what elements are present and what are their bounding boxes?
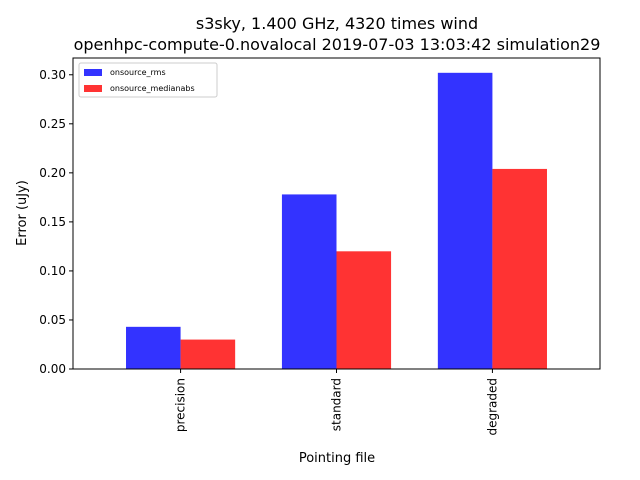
y-axis: 0.00 0.05 0.10 0.15 0.20 0.25 0.30 <box>39 68 73 376</box>
y-tick-label: 0.25 <box>39 117 66 131</box>
x-axis-label: Pointing file <box>299 451 375 466</box>
bar-onsource_rms-standard <box>281 194 337 369</box>
y-tick-label: 0.20 <box>39 166 66 180</box>
x-tick-label-standard: standard <box>330 378 344 431</box>
legend-swatch-onsource_rms <box>84 69 102 76</box>
chart-title-line2: openhpc-compute-0.novalocal 2019-07-03 1… <box>74 35 601 54</box>
y-tick-label: 0.15 <box>39 215 66 229</box>
x-tick-label-degraded: degraded <box>485 378 499 436</box>
legend-box <box>78 62 218 98</box>
legend-swatch-onsource_medianabs <box>84 85 102 92</box>
bar-onsource_medianabs-precision <box>180 339 236 369</box>
x-tick-label-precision: precision <box>174 378 188 432</box>
y-axis-label: Error (uJy) <box>15 180 30 246</box>
y-tick-label: 0.10 <box>39 264 66 278</box>
y-tick-label: 0.30 <box>39 68 66 82</box>
bar-onsource_medianabs-degraded <box>492 168 547 369</box>
x-axis: precision standard degraded <box>174 369 499 436</box>
plot-frame <box>72 57 601 370</box>
bar-onsource_medianabs-standard <box>336 251 392 369</box>
bars-group <box>126 72 547 370</box>
bar-onsource_rms-precision <box>126 326 181 369</box>
y-tick-label: 0.05 <box>39 313 66 327</box>
legend-label-onsource_medianabs: onsource_medianabs <box>110 84 195 93</box>
legend: onsource_rms onsource_medianabs <box>78 62 218 98</box>
chart-title-line1: s3sky, 1.400 GHz, 4320 times wind <box>196 14 478 33</box>
y-tick-label: 0.00 <box>39 362 66 376</box>
bar-onsource_rms-degraded <box>437 72 493 370</box>
legend-label-onsource_rms: onsource_rms <box>110 68 166 77</box>
